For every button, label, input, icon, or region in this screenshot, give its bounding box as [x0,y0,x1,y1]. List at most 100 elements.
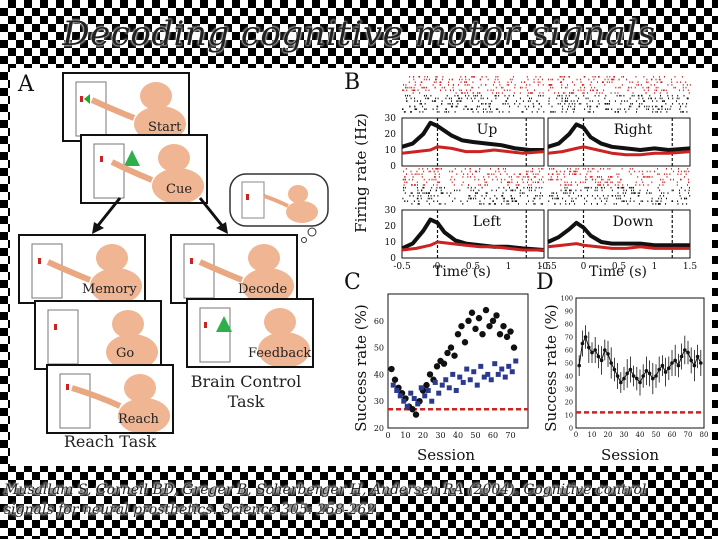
spike-mark [626,100,628,102]
y-tick-label: 0 [569,425,573,433]
panel-a-box-reach: Reach [46,364,174,434]
spike-mark [530,97,532,100]
spike-mark [495,97,497,100]
spike-mark [585,178,587,181]
spike-mark [647,200,649,202]
spike-mark [548,100,550,102]
spike-mark [624,108,626,110]
spike-mark [426,86,427,89]
spike-mark [687,97,689,100]
spike-mark [566,86,568,89]
spike-mark [504,178,506,181]
spike-mark [618,197,620,200]
spike-mark [567,100,568,102]
spike-mark [416,170,418,173]
spike-mark [564,189,566,192]
spike-mark [557,94,559,97]
spike-mark [507,200,509,202]
data-point [496,331,504,338]
spike-mark [428,203,430,205]
data-point [481,374,487,380]
spike-mark [533,78,535,81]
spike-mark [561,86,563,89]
spike-mark [495,176,497,178]
spike-mark [468,78,470,81]
spike-mark [649,176,651,178]
spike-mark [620,103,622,105]
spike-mark [668,97,669,100]
spike-mark [638,84,639,86]
spike-mark [687,168,689,170]
spike-mark [433,100,435,102]
spike-mark [433,170,435,173]
spike-mark [593,168,595,170]
spike-mark [471,76,473,78]
spike-mark [439,84,441,86]
branch-arrows [92,197,228,234]
spike-mark [541,178,542,181]
spike-mark [440,203,442,205]
spike-mark [532,170,534,173]
spike-mark [506,173,508,175]
data-point [492,361,498,367]
spike-mark [617,108,619,110]
spike-mark [495,76,497,78]
spike-mark [459,78,460,81]
spike-mark [525,173,527,175]
spike-mark [659,97,661,100]
spike-mark [639,192,641,194]
spike-mark [486,184,488,186]
spike-mark [686,111,688,113]
panel-a-box-cue: Cue [80,134,208,204]
spike-mark [587,105,589,108]
spike-mark [592,89,594,92]
spike-mark [480,94,482,97]
spike-mark [602,178,604,181]
spike-mark [411,184,413,186]
spike-mark [435,97,437,100]
spike-mark [573,92,575,94]
spike-mark [413,89,415,92]
spike-mark [419,111,421,113]
data-point [510,344,518,351]
spike-mark [451,78,453,81]
spike-mark [530,92,532,94]
spike-mark [421,81,423,83]
spike-mark [470,197,472,200]
spike-mark [567,108,568,110]
spike-mark [599,176,600,178]
spike-mark [568,76,570,78]
spike-mark [621,186,623,189]
spike-mark [633,186,634,189]
spike-mark [422,168,424,170]
spike-mark [501,195,503,197]
spike-mark [522,100,524,102]
spike-mark [685,173,687,175]
spike-mark [413,200,415,202]
spike-mark [657,200,659,202]
spike-mark [412,92,414,94]
spike-mark [534,176,536,178]
spike-mark [550,84,551,86]
subplot-label: Down [613,214,654,230]
spike-mark [503,186,505,189]
spike-mark [475,94,477,97]
spike-mark [507,103,509,105]
spike-mark [607,181,609,184]
spike-mark [539,76,541,78]
spike-mark [432,108,434,110]
spike-mark [412,178,414,181]
spike-mark [660,178,662,181]
spike-mark [417,197,419,200]
spike-mark [687,89,689,92]
spike-mark [472,86,474,89]
spike-mark [425,97,427,100]
panel-d-ylabel: Success rate (%) [542,304,560,432]
y-tick-label: 10 [385,238,397,248]
spike-mark [507,97,509,100]
spike-mark [466,97,468,100]
spike-mark [559,170,561,173]
spike-mark [666,176,668,178]
spike-mark [412,195,414,197]
spike-mark [617,111,619,113]
